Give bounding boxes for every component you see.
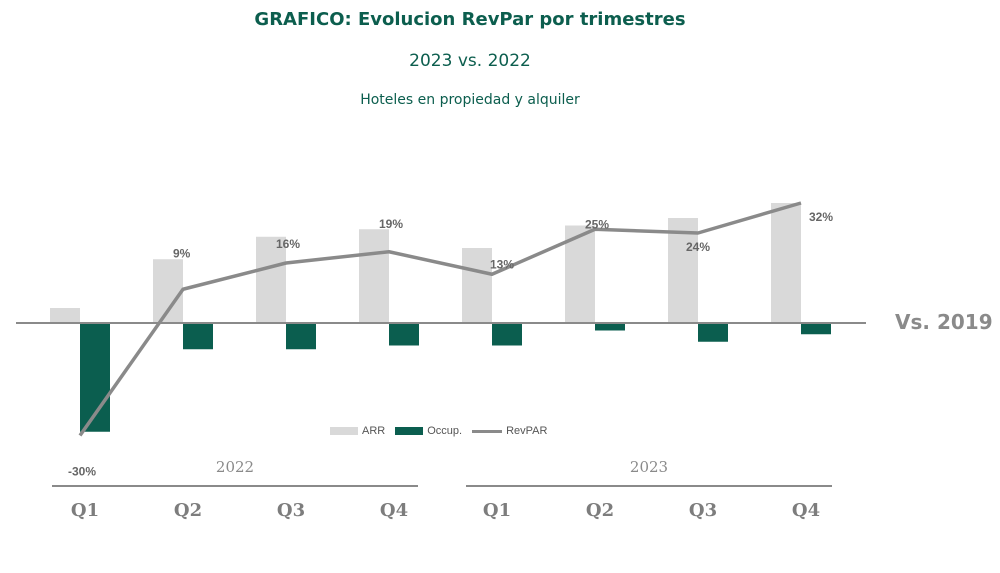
legend-swatch-occ [395,427,424,435]
arr-bar [668,218,698,323]
occ-bar [286,323,316,350]
legend-swatch-revpar [472,429,503,433]
x-tick-label: Q2 [585,500,615,521]
legend-label-arr: ARR [362,425,386,437]
x-tick-label: Q1 [482,500,512,521]
arr-bar [771,203,801,323]
year-rule-2023 [466,485,832,487]
arr-bar [462,248,492,323]
x-tick-label: Q3 [276,500,306,521]
revpar-data-label: -30% [68,465,96,479]
legend-item-arr: ARR [330,425,385,437]
arr-bar [359,229,389,323]
revpar-data-label: 24% [686,240,710,254]
revpar-data-label: 9% [173,246,191,260]
legend-label-revpar: RevPAR [506,425,548,437]
x-tick-label: Q4 [379,500,409,521]
arr-bar [50,308,80,323]
year-label-2023: 2023 [629,458,669,476]
revpar-data-label: 16% [276,237,300,251]
occ-bar [801,323,831,335]
year-rule-2022 [52,485,418,487]
legend-item-revpar: RevPAR [472,425,547,437]
arr-bar [256,236,286,323]
revpar-data-label: 13% [490,257,514,271]
x-tick-label: Q4 [791,500,821,521]
chart-legend: ARR Occup. RevPAR [330,425,547,437]
occ-bar [183,323,213,350]
baseline-label: Vs. 2019 [895,310,993,334]
revpar-data-label: 25% [585,217,609,231]
revpar-line [78,201,802,437]
legend-label-occ: Occup. [427,425,463,437]
revpar-data-label: 19% [379,217,403,231]
chart-subtitle: 2023 vs. 2022 [409,51,531,71]
chart-caption: Hoteles en propiedad y alquiler [360,92,580,108]
chart-title: GRAFICO: Evolucion RevPar por trimestres [254,9,686,30]
x-tick-label: Q2 [173,500,203,521]
legend-swatch-arr [330,427,358,435]
occ-bar [595,323,625,331]
occ-bar [698,323,728,342]
occ-bar [492,323,522,346]
occ-bar [389,323,419,346]
year-label-2022: 2022 [215,458,255,476]
x-tick-label: Q3 [688,500,718,521]
legend-item-occ: Occup. [395,425,462,437]
x-tick-label: Q1 [70,500,100,521]
revpar-data-label: 32% [809,210,833,224]
